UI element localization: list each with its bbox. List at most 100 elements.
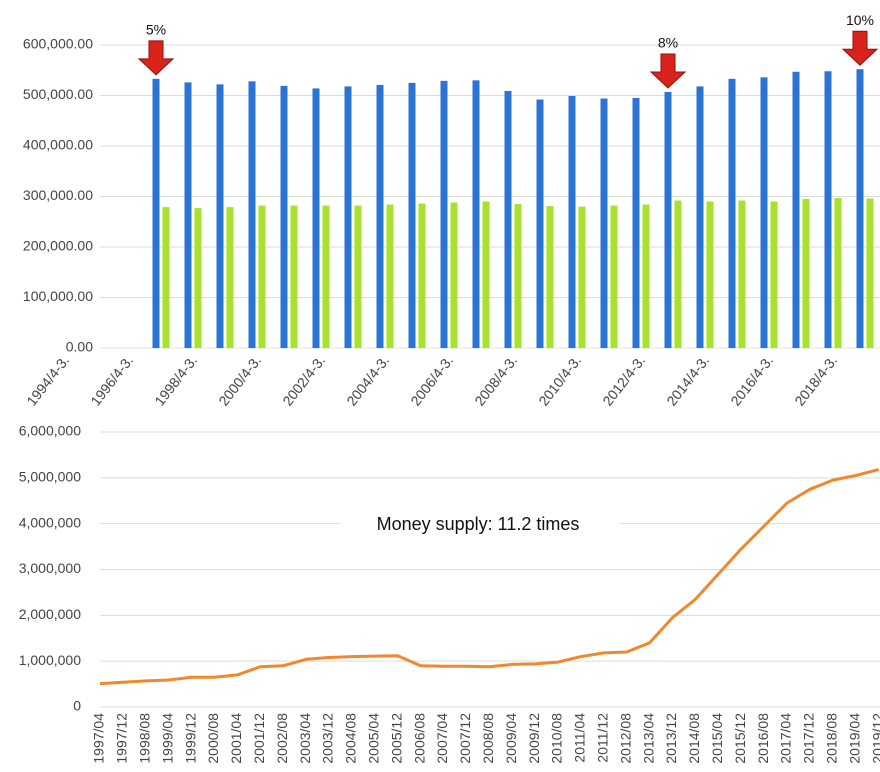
- x-tick-label: 2019/12: [869, 713, 880, 764]
- x-tick-label: 1994/4-3.: [23, 352, 72, 408]
- line: [99, 468, 879, 686]
- bar: [568, 96, 576, 348]
- bar: [632, 98, 640, 349]
- x-tick-label: 1997/12: [114, 713, 130, 764]
- x-tick-label: 2002/4-3.: [279, 352, 328, 408]
- bar: [312, 88, 320, 349]
- x-tick-label: 2018/08: [824, 713, 840, 764]
- x-tick-label: 2013/04: [640, 713, 656, 764]
- arrow: [137, 40, 175, 76]
- bar: [194, 208, 202, 348]
- bar: [824, 71, 832, 348]
- bar: [802, 199, 810, 348]
- y-tick-label: 400,000.00: [23, 137, 93, 153]
- x-tick-label: 2017/12: [801, 713, 817, 764]
- x-tick-label: 2014/4-3.: [663, 352, 712, 408]
- bar: [216, 84, 224, 348]
- x-tick-label: 2000/08: [205, 713, 221, 764]
- x-tick-label: 2006/4-3.: [407, 352, 456, 408]
- x-tick-label: 2018/4-3.: [791, 352, 840, 408]
- y-tick-label: 500,000.00: [23, 86, 93, 102]
- x-tick-label: 2001/04: [228, 713, 244, 764]
- bar: [728, 78, 736, 349]
- arrow: [649, 53, 687, 89]
- y-tick-label: 6,000,000: [19, 423, 81, 439]
- x-tick-label: 2001/12: [251, 713, 267, 764]
- bar: [578, 206, 586, 348]
- y-tick-label: 0: [73, 698, 81, 714]
- bar: [162, 207, 170, 348]
- x-tick-label: 2010/08: [549, 713, 565, 764]
- bar: [248, 81, 256, 349]
- x-tick-label: 2007/12: [457, 713, 473, 764]
- bar: [536, 99, 544, 348]
- y-tick-label: 300,000.00: [23, 187, 93, 203]
- x-tick-label: 1999/04: [159, 713, 175, 764]
- y-tick-label: 1,000,000: [19, 652, 81, 668]
- x-tick-label: 2011/12: [595, 713, 611, 763]
- x-tick-label: 1998/4-3.: [151, 352, 200, 408]
- y-tick-label: 200,000.00: [23, 238, 93, 254]
- bar: [184, 82, 192, 349]
- y-tick-label: 0.00: [66, 339, 93, 355]
- x-tick-label: 2013/12: [663, 713, 679, 764]
- bar: [770, 201, 778, 348]
- y-tick-label: 5,000,000: [19, 469, 81, 485]
- bar: [280, 85, 288, 348]
- x-tick-label: 2003/12: [320, 713, 336, 764]
- bar: [866, 198, 874, 348]
- bar: [440, 80, 448, 348]
- y-tick-label: 3,000,000: [19, 560, 81, 576]
- x-tick-label: 2008/08: [480, 713, 496, 764]
- bar: [386, 204, 394, 348]
- x-tick-label: 2007/04: [434, 713, 450, 764]
- bar: [674, 200, 682, 348]
- x-tick-label: 2014/08: [686, 713, 702, 764]
- x-tick-label: 2015/12: [732, 713, 748, 764]
- bar: [450, 202, 458, 348]
- annotation: 10%: [846, 12, 874, 28]
- y-tick-label: 4,000,000: [19, 514, 81, 530]
- x-tick-label: 2004/4-3.: [343, 352, 392, 408]
- x-tick-label: 2017/04: [778, 713, 794, 764]
- bar: [610, 205, 618, 348]
- x-tick-label: 2010/4-3.: [535, 352, 584, 408]
- bar: [706, 201, 714, 348]
- x-tick-label: 2006/08: [411, 713, 427, 764]
- x-tick-label: 2005/12: [388, 713, 404, 764]
- x-tick-label: 2000/4-3.: [215, 352, 264, 408]
- annotation-bg: [340, 510, 620, 540]
- x-tick-label: 2003/04: [297, 713, 313, 764]
- bar: [344, 86, 352, 348]
- bar: [664, 91, 672, 348]
- x-tick-label: 2016/4-3.: [727, 352, 776, 408]
- bar: [514, 204, 522, 348]
- bar: [738, 200, 746, 348]
- y-tick-label: 2,000,000: [19, 606, 81, 622]
- x-tick-label: 2019/04: [846, 713, 862, 764]
- annotation: Money supply: 11.2 times: [377, 514, 580, 534]
- bar: [354, 205, 362, 348]
- bar: [418, 203, 426, 348]
- bar: [642, 204, 650, 348]
- y-tick-label: 600,000.00: [23, 36, 93, 52]
- x-tick-label: 1996/4-3.: [87, 352, 136, 408]
- arrow: [841, 30, 879, 66]
- x-tick-label: 1999/12: [182, 713, 198, 764]
- x-tick-label: 2016/08: [755, 713, 771, 764]
- bar: [600, 98, 608, 348]
- x-tick-label: 2009/12: [526, 713, 542, 764]
- x-tick-label: 2015/04: [709, 713, 725, 764]
- x-tick-label: 2012/08: [617, 713, 633, 764]
- bar: [856, 69, 864, 349]
- x-tick-label: 2008/4-3.: [471, 352, 520, 408]
- x-tick-label: 2009/04: [503, 713, 519, 764]
- bar: [258, 205, 266, 348]
- x-tick-label: 2012/4-3.: [599, 352, 648, 408]
- x-tick-label: 1997/04: [91, 713, 107, 764]
- bar: [792, 71, 800, 348]
- bar: [290, 205, 298, 348]
- bar: [760, 77, 768, 348]
- bar: [696, 86, 704, 348]
